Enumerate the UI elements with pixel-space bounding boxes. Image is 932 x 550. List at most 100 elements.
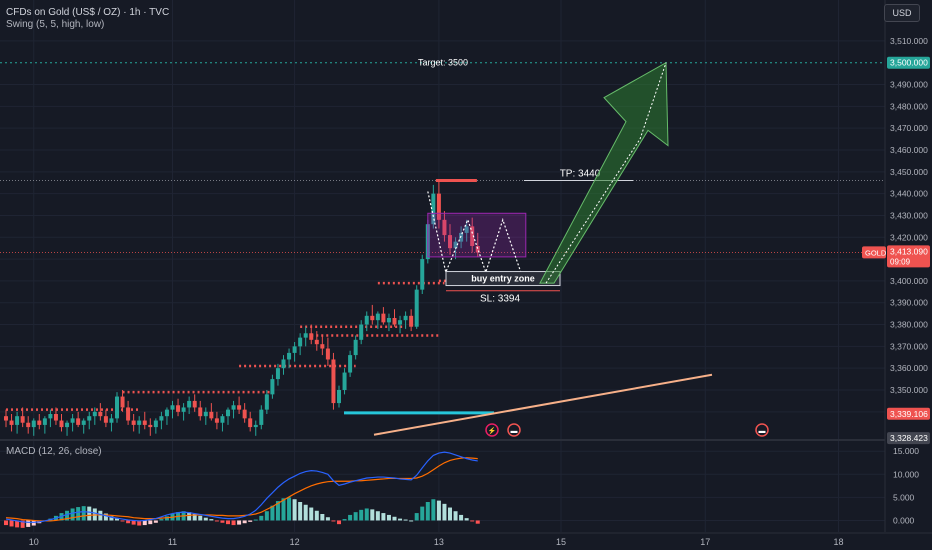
macd-histogram-bar	[237, 520, 242, 525]
candle	[403, 311, 408, 329]
candle-body	[20, 416, 25, 423]
macd-histogram-bar	[337, 520, 341, 525]
macd-histogram-bar	[364, 508, 369, 521]
symbol-title[interactable]: CFDs on Gold (US$ / OZ) · 1h · TVC	[6, 7, 170, 18]
marker-countdown: 09:09	[890, 257, 911, 266]
candle-body	[314, 339, 319, 345]
macd-tick-label: 5.000	[893, 492, 915, 502]
candle-body	[214, 418, 219, 423]
macd-histogram-bar	[325, 517, 330, 521]
candle-body	[203, 411, 208, 417]
candle	[375, 311, 380, 329]
candle	[53, 407, 58, 425]
swing-low-marker: 3,339.106	[887, 407, 930, 420]
candle	[420, 254, 425, 294]
candle	[475, 232, 480, 257]
economic-event-icon[interactable]: ▬	[755, 423, 769, 437]
macd-histogram-bar	[98, 510, 103, 521]
candle	[164, 407, 169, 425]
candle	[242, 403, 247, 423]
projected-zigzag-path[interactable]	[427, 191, 525, 282]
candle	[98, 403, 103, 421]
candle	[314, 331, 319, 351]
candle	[187, 396, 192, 414]
macd-histogram-bar	[192, 514, 197, 521]
buy-entry-zone-box[interactable]	[445, 271, 561, 287]
candle-body	[170, 405, 175, 410]
symbol-tag-text: GOLD	[865, 248, 887, 257]
sl-label: SL: 3394	[480, 294, 520, 305]
candle-body	[159, 416, 164, 421]
candle	[159, 411, 164, 430]
candle	[281, 355, 286, 375]
candle-body	[253, 424, 258, 428]
candle-body	[192, 400, 197, 408]
macd-histogram-bar	[226, 520, 230, 525]
candle-body	[92, 411, 97, 417]
macd-pane	[4, 451, 480, 528]
consolidation-box[interactable]	[427, 212, 527, 258]
macd-histogram-bar	[420, 506, 425, 521]
price-tick-label: 3,350.000	[890, 385, 928, 395]
economic-event-icon[interactable]: ⚡	[485, 423, 499, 437]
macd-histogram-bar	[320, 514, 325, 521]
candle	[248, 411, 253, 432]
arrow-projection-path[interactable]	[545, 62, 667, 284]
macd-histogram-bar	[103, 513, 108, 521]
price-tick-label: 3,360.000	[890, 363, 928, 373]
candle-body	[120, 396, 125, 408]
economic-event-icon[interactable]: ▬	[507, 423, 521, 437]
target-label: Target: 3500	[418, 58, 468, 68]
candle-body	[342, 372, 347, 390]
candle-body	[275, 368, 280, 380]
macd-histogram-bar	[120, 520, 125, 522]
macd-histogram-bar	[4, 520, 8, 526]
candle-body	[26, 422, 31, 428]
rising-trendline[interactable]	[373, 373, 713, 436]
candle-body	[409, 315, 414, 327]
candle-body	[370, 315, 375, 321]
candle-body	[403, 315, 408, 321]
candle	[109, 414, 114, 432]
macd-histogram-bar	[453, 511, 458, 521]
candle-body	[298, 337, 303, 347]
candle-body	[414, 289, 419, 327]
drawings[interactable]: TP: 3440 SL: 3394 buy entry zone Target:…	[344, 58, 713, 436]
candle-body	[98, 411, 103, 417]
candle-body	[248, 418, 253, 428]
candle	[9, 414, 14, 432]
macd-histogram-bar	[126, 520, 131, 524]
macd-histogram-bar	[475, 520, 480, 524]
macd-histogram-bar	[259, 515, 264, 521]
candle-body	[115, 396, 119, 419]
candle-body	[420, 259, 425, 290]
candle-body	[325, 348, 330, 360]
price-tick-label: 3,380.000	[890, 320, 928, 330]
macd-histogram-bar	[275, 501, 280, 521]
candle-body	[109, 418, 114, 423]
bullish-arrow[interactable]	[539, 61, 669, 284]
candle-body	[164, 409, 169, 417]
buy-entry-zone-label: buy entry zone	[471, 274, 535, 284]
candle	[176, 398, 181, 417]
macd-indicator-label[interactable]: MACD (12, 26, close)	[6, 446, 102, 457]
event-icon-glyph: ▬	[511, 428, 518, 435]
candle	[120, 390, 125, 412]
macd-histogram-bar	[242, 520, 247, 524]
macd-histogram-bar	[76, 507, 81, 521]
candle-body	[59, 420, 64, 428]
candle-body	[348, 355, 353, 373]
candle-body	[386, 318, 391, 323]
macd-histogram-bar	[381, 513, 386, 521]
currency-button[interactable]: USD	[884, 4, 920, 22]
candle-body	[53, 414, 58, 421]
candle	[142, 411, 147, 430]
candle-body	[309, 333, 314, 340]
candle	[37, 414, 42, 430]
price-tick-label: 3,400.000	[890, 276, 928, 286]
candle	[470, 217, 475, 253]
indicator-label[interactable]: Swing (5, 5, high, low)	[6, 19, 105, 30]
event-icons[interactable]: ⚡ ▬ ▬	[485, 423, 769, 437]
